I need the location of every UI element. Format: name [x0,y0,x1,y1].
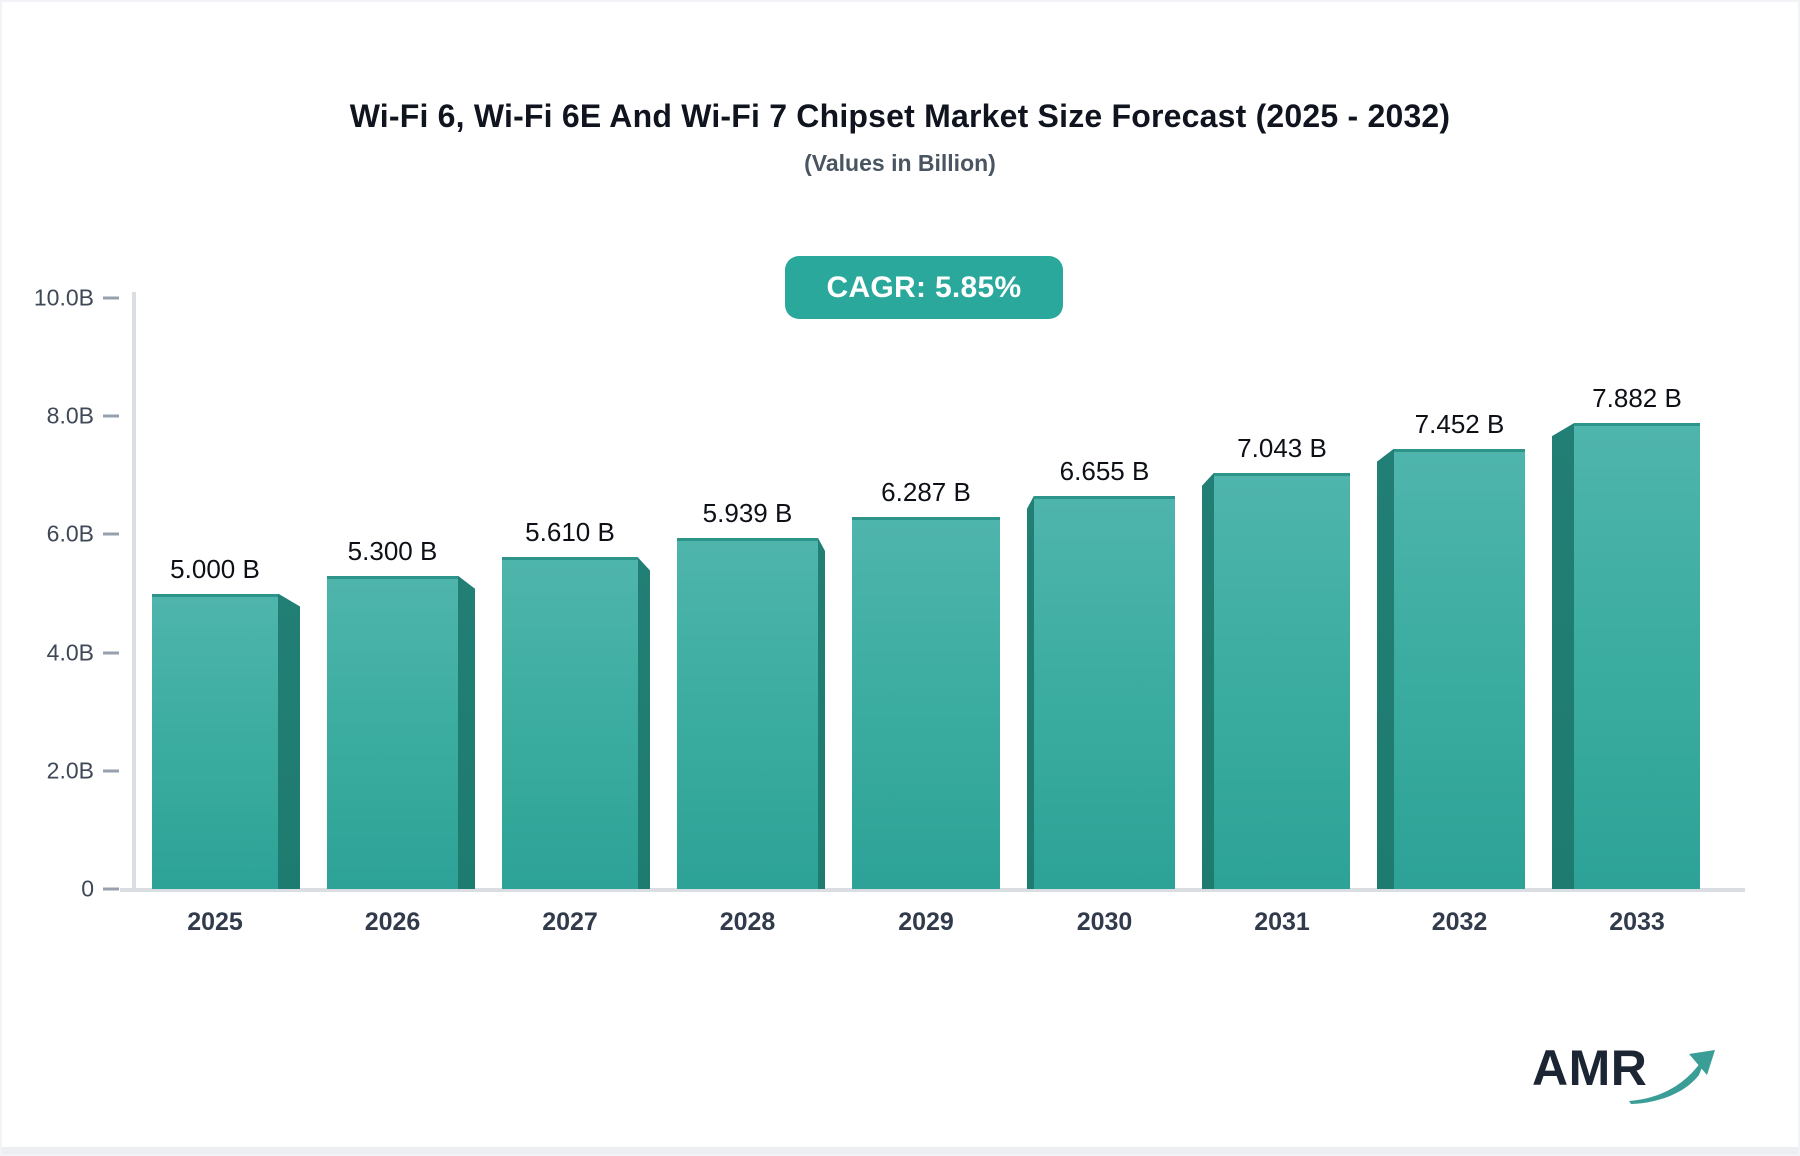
bar-value-label: 6.655 B [1059,455,1150,486]
x-category-label: 2031 [1254,908,1310,936]
bar-front-2029 [852,517,1000,889]
bar-side-2025 [278,593,300,889]
y-tick-label: 4.0B [46,639,94,666]
bar-value-label: 7.882 B [1592,383,1682,414]
cagr-badge: CAGR: 5.85% [785,256,1063,319]
bar-side-2032 [1377,448,1394,889]
bottom-edge-strip [2,1147,1798,1154]
bar-front-2031 [1214,472,1350,889]
y-tick-dash [103,651,119,655]
amr-logo: AMR [1532,1037,1722,1112]
y-tick-dash [103,887,119,891]
bar-front-2033 [1574,423,1700,889]
amr-logo-text: AMR [1532,1040,1648,1096]
bar-value-label: 5.000 B [170,553,260,584]
bar-front-2027 [502,557,638,889]
x-category-label: 2026 [364,908,421,936]
chart-title: Wi-Fi 6, Wi-Fi 6E And Wi-Fi 7 Chipset Ma… [349,98,1451,134]
bar-front-2026 [327,575,458,889]
bar-value-label: 7.452 B [1414,408,1505,439]
chart-subtitle: (Values in Billion) [804,150,996,176]
bar-side-2028 [818,538,825,889]
x-category-label: 2029 [898,908,954,936]
bar-value-label: 6.287 B [881,477,971,508]
bar-front-2030 [1034,495,1175,889]
x-category-label: 2030 [1076,908,1133,936]
y-tick-dash [103,296,119,300]
bar-front-2032 [1394,448,1525,889]
bar-side-2026 [458,575,475,889]
bar-side-2030 [1027,495,1034,889]
bar-value-label: 5.939 B [702,498,793,528]
x-category-label: 2032 [1431,908,1488,936]
y-tick-label: 10.0B [33,284,94,311]
bar-value-label: 7.043 B [1237,432,1327,463]
bar-value-label: 5.300 B [347,535,438,566]
bar-front-2028 [677,538,818,889]
bar-front-2025 [152,593,278,889]
cagr-badge-label: CAGR: 5.85% [826,270,1022,304]
bar-side-2031 [1202,472,1214,889]
y-tick-dash [103,769,119,773]
y-axis-line [132,292,136,892]
growth-arrow-icon [1629,1050,1715,1104]
x-category-label: 2025 [187,908,243,936]
y-tick-dash [103,414,119,418]
y-tick-label: 6.0B [46,520,94,547]
y-tick-label: 0 [81,875,94,902]
x-axis-baseline [120,888,1745,892]
y-tick-dash [103,532,119,536]
y-tick-label: 2.0B [46,757,94,784]
x-category-label: 2028 [719,908,776,936]
x-category-label: 2027 [542,908,598,936]
bar-side-2027 [638,557,650,889]
bar-side-2033 [1552,423,1574,889]
bar-value-label: 5.610 B [525,517,615,548]
x-category-label: 2033 [1609,908,1665,936]
y-tick-label: 8.0B [46,402,94,429]
